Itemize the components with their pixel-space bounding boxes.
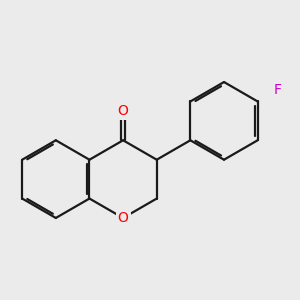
Text: O: O bbox=[118, 211, 128, 225]
Text: F: F bbox=[274, 83, 282, 97]
Text: O: O bbox=[118, 104, 128, 118]
